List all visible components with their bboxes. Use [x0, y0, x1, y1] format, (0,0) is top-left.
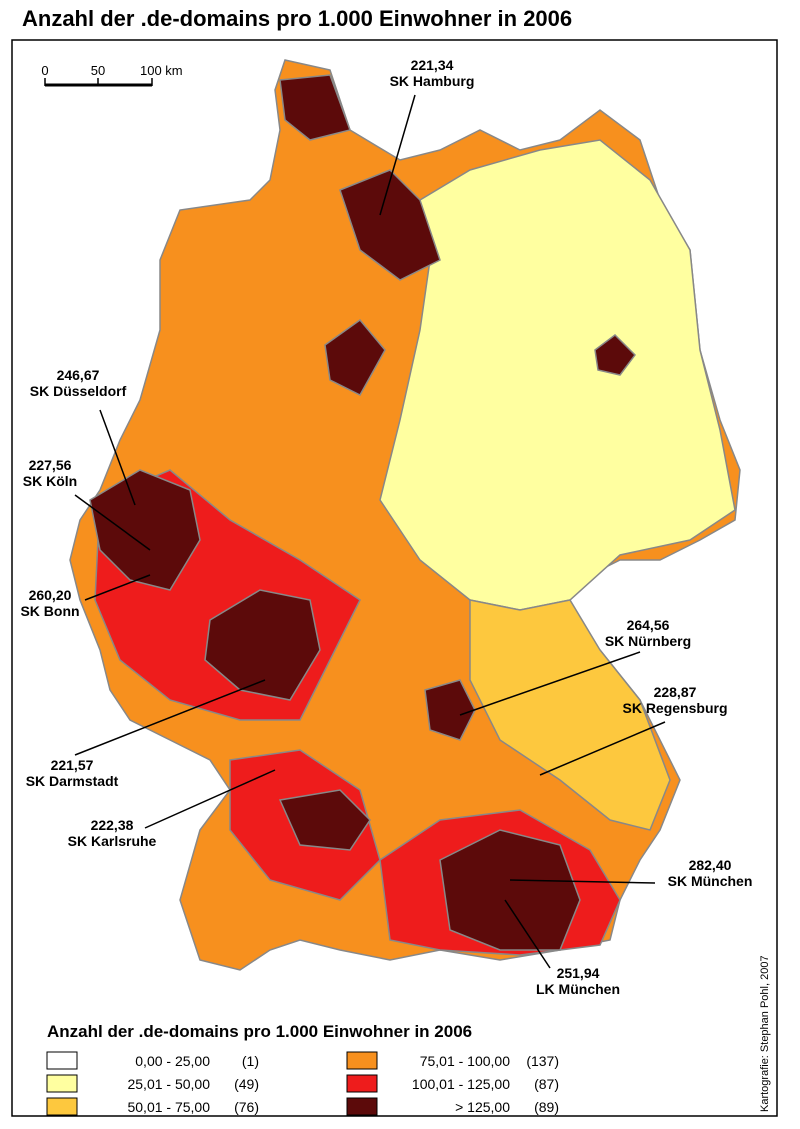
- region-hannover-dark: [324, 318, 386, 396]
- callout-name: LK München: [536, 981, 620, 997]
- legend-count: (76): [234, 1099, 259, 1115]
- callout-value: 227,56: [29, 457, 72, 473]
- legend-range: 100,01 - 125,00: [412, 1076, 510, 1092]
- legend-title: Anzahl der .de-domains pro 1.000 Einwohn…: [47, 1022, 472, 1041]
- legend-count: (1): [242, 1053, 259, 1069]
- legend-range: > 125,00: [455, 1099, 510, 1115]
- scale-bar: 0 50 100 km: [41, 63, 183, 87]
- scale-label: 50: [91, 63, 105, 78]
- callout-value: 251,94: [557, 965, 600, 981]
- map-frame: [11, 39, 778, 1117]
- callout-value: 246,67: [57, 367, 100, 383]
- callout-line: [74, 679, 266, 756]
- callout-name: SK Köln: [23, 473, 77, 489]
- callout-value: 221,34: [411, 57, 454, 73]
- page-title: Anzahl der .de-domains pro 1.000 Einwohn…: [22, 6, 572, 31]
- callout-name: SK Nürnberg: [605, 633, 691, 649]
- legend-range: 75,01 - 100,00: [420, 1053, 511, 1069]
- region-stuttgart-dark: [278, 789, 371, 851]
- region-north-dark: [279, 74, 351, 141]
- callout-line: [144, 769, 276, 829]
- region-rhine-dark: [89, 469, 201, 591]
- legend-count: (89): [534, 1099, 559, 1115]
- region-munich-dark: [439, 829, 581, 951]
- legend-swatch: [346, 1074, 378, 1093]
- callout-name: SK Bonn: [20, 603, 79, 619]
- legend-count: (49): [234, 1076, 259, 1092]
- callout-name: SK München: [668, 873, 753, 889]
- legend: Anzahl der .de-domains pro 1.000 Einwohn…: [46, 1022, 559, 1116]
- callout-name: SK Karlsruhe: [68, 833, 157, 849]
- legend-swatch: [46, 1074, 78, 1093]
- callout-value: 264,56: [627, 617, 670, 633]
- callout-line: [74, 494, 151, 551]
- callout-value: 221,57: [51, 757, 94, 773]
- region-east: [379, 139, 736, 611]
- callout-line: [379, 94, 416, 216]
- credit: Kartografie: Stephan Pohl, 2007: [759, 955, 771, 1112]
- callout-value: 282,40: [689, 857, 732, 873]
- legend-count: (137): [526, 1053, 559, 1069]
- callout-value: 228,87: [654, 684, 697, 700]
- region-berlin-dark: [594, 334, 636, 376]
- legend-range: 25,01 - 50,00: [127, 1076, 210, 1092]
- legend-swatch: [346, 1051, 378, 1070]
- callout-value: 222,38: [91, 817, 134, 833]
- region-nuremberg-dark: [424, 679, 476, 741]
- callout-line: [504, 899, 551, 969]
- legend-range: 0,00 - 25,00: [135, 1053, 210, 1069]
- scale-label: 100 km: [140, 63, 183, 78]
- region-hamburg-dark: [339, 169, 441, 281]
- callout-name: SK Regensburg: [622, 700, 727, 716]
- callout-line: [84, 574, 151, 601]
- legend-count: (87): [534, 1076, 559, 1092]
- legend-swatch: [46, 1051, 78, 1070]
- map: [69, 59, 741, 971]
- callout-line: [99, 409, 136, 506]
- callout-line: [539, 721, 666, 776]
- callout-line: [509, 879, 656, 884]
- callout-name: SK Düsseldorf: [30, 383, 127, 399]
- legend-range: 50,01 - 75,00: [127, 1099, 210, 1115]
- legend-swatch: [346, 1097, 378, 1116]
- legend-swatch: [46, 1097, 78, 1116]
- callout-value: 260,20: [29, 587, 72, 603]
- region-south-east: [469, 599, 671, 831]
- scale-label: 0: [41, 63, 48, 78]
- callout-name: SK Darmstadt: [26, 773, 119, 789]
- callout-name: SK Hamburg: [390, 73, 475, 89]
- callout-line: [459, 651, 641, 716]
- region-frankfurt-dark: [204, 589, 321, 701]
